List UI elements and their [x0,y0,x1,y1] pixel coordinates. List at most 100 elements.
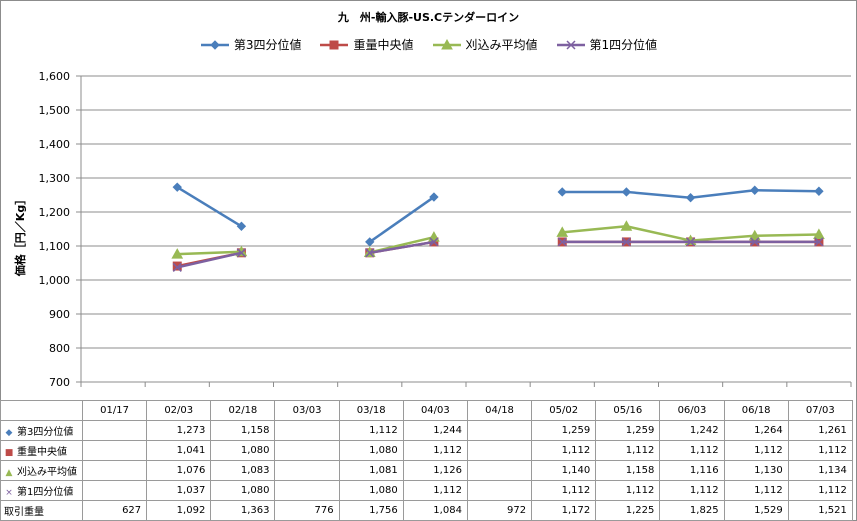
data-label: 1,158 [595,460,661,481]
x-tick-label: 03/03 [274,400,340,421]
data-point [621,237,631,247]
data-point [686,237,696,247]
data-label: 1,112 [402,480,468,501]
data-label: 1,112 [723,480,789,501]
series-line-segment [369,196,435,243]
data-point [814,186,824,196]
legend-swatch [556,39,585,50]
y-tick-label: 1,300 [39,172,71,185]
data-point [685,193,696,203]
legend-item: 重量中央値 [319,36,414,53]
chart-title: 九 州-輸入豚-US.Cテンダーロイン [337,11,520,24]
data-label: 1,037 [146,480,212,501]
x-tick-label: 05/16 [595,400,661,421]
data-label: 776 [274,500,340,521]
row-marker-icon: ◆ [5,428,13,438]
data-label [466,440,533,461]
data-label: 1,130 [723,460,789,481]
legend-item: 刈込み平均値 [432,36,538,53]
data-label: 1,158 [210,420,276,441]
data-point [429,192,439,202]
legend-label: 第3四分位値 [233,38,302,52]
data-label: 1,172 [531,500,597,521]
data-label: 1,112 [531,440,597,461]
series-line-segment [626,190,691,199]
data-point [236,221,247,231]
data-label [466,460,533,481]
row-label: 刈込み平均値 [17,467,77,478]
data-label: 1,225 [595,500,661,521]
row-label: 取引重量 [4,507,44,518]
series-line-segment [176,186,243,228]
legend-label: 第1四分位値 [589,38,658,52]
legend-swatch [320,40,349,49]
legend-label: 重量中央値 [353,38,414,52]
data-point [236,248,246,258]
data-label: 1,261 [787,420,853,441]
row-marker-icon: ■ [4,448,14,458]
y-tick-label: 1,400 [39,138,71,151]
data-point [171,248,184,259]
data-label: 1,134 [787,460,853,481]
data-label: 1,112 [659,440,725,461]
table-corner-cell [0,400,83,421]
legend-item: 第3四分位値 [200,36,302,53]
x-tick-label: 04/03 [402,400,468,421]
y-tick-label: 1,500 [39,104,71,117]
data-point [365,237,375,247]
row-header: ▲ 刈込み平均値 [0,460,83,481]
data-label: 1,080 [338,440,404,461]
data-label: 1,112 [402,440,468,461]
table-row: × 第1四分位値 1,037 1,080 1,080 1,112 1,112 1,112 1,1… [0,480,853,501]
data-label: 1,273 [146,420,212,441]
data-label: 1,041 [146,440,212,461]
data-label: 1,140 [531,460,597,481]
row-label: 第3四分位値 [17,427,74,438]
data-label: 972 [466,500,533,521]
data-label: 1,112 [787,440,853,461]
data-label: 627 [81,500,148,521]
data-label: 1,080 [210,480,276,501]
table-row: ▲ 刈込み平均値 1,076 1,083 1,081 1,126 1,140 1,158 1,1… [0,460,853,481]
data-label: 1,112 [595,480,661,501]
x-tick-label: 04/18 [466,400,533,421]
table-row: 取引重量 627 1,092 1,363 776 1,756 1,084 972 1,172 1,… [0,500,853,521]
data-label: 1,112 [338,420,404,441]
data-point [556,226,569,237]
data-point [748,229,761,241]
series-2 [171,220,825,259]
series-line-segment [177,250,242,256]
y-tick-label: 1,000 [39,274,71,287]
data-label: 1,259 [531,420,597,441]
data-label: 1,259 [595,420,661,441]
data-label [81,420,148,441]
data-label: 1,244 [402,420,468,441]
legend-label: 刈込み平均値 [465,38,538,52]
series-line-segment [626,225,691,242]
data-label: 1,112 [595,440,661,461]
data-label [466,420,533,441]
series-3 [172,237,824,272]
series-line-segment [690,234,755,242]
series-line-segment [369,240,435,255]
series-line-segment [754,233,819,238]
series-line-segment [754,188,819,193]
data-label: 1,242 [659,420,725,441]
data-label: 1,126 [402,460,468,481]
table-row: ◆ 第3四分位値 1,273 1,158 1,112 1,244 1,259 1,259 1,2… [0,420,853,441]
x-tick-label: 02/18 [210,400,276,421]
data-label: 1,825 [659,500,725,521]
x-tick-label: 01/17 [81,400,148,421]
series-line-segment [562,225,627,234]
x-tick-label: 06/03 [659,400,725,421]
data-point [429,237,439,247]
x-tick-label: 07/03 [787,400,853,421]
series-line-segment [176,251,242,269]
data-point [620,220,633,231]
row-marker-icon: × [5,488,13,498]
data-label: 1,076 [146,460,212,481]
data-label: 1,081 [338,460,404,481]
y-tick-label: 900 [49,308,70,321]
data-label [81,480,148,501]
x-tick-label: 05/02 [531,400,597,421]
